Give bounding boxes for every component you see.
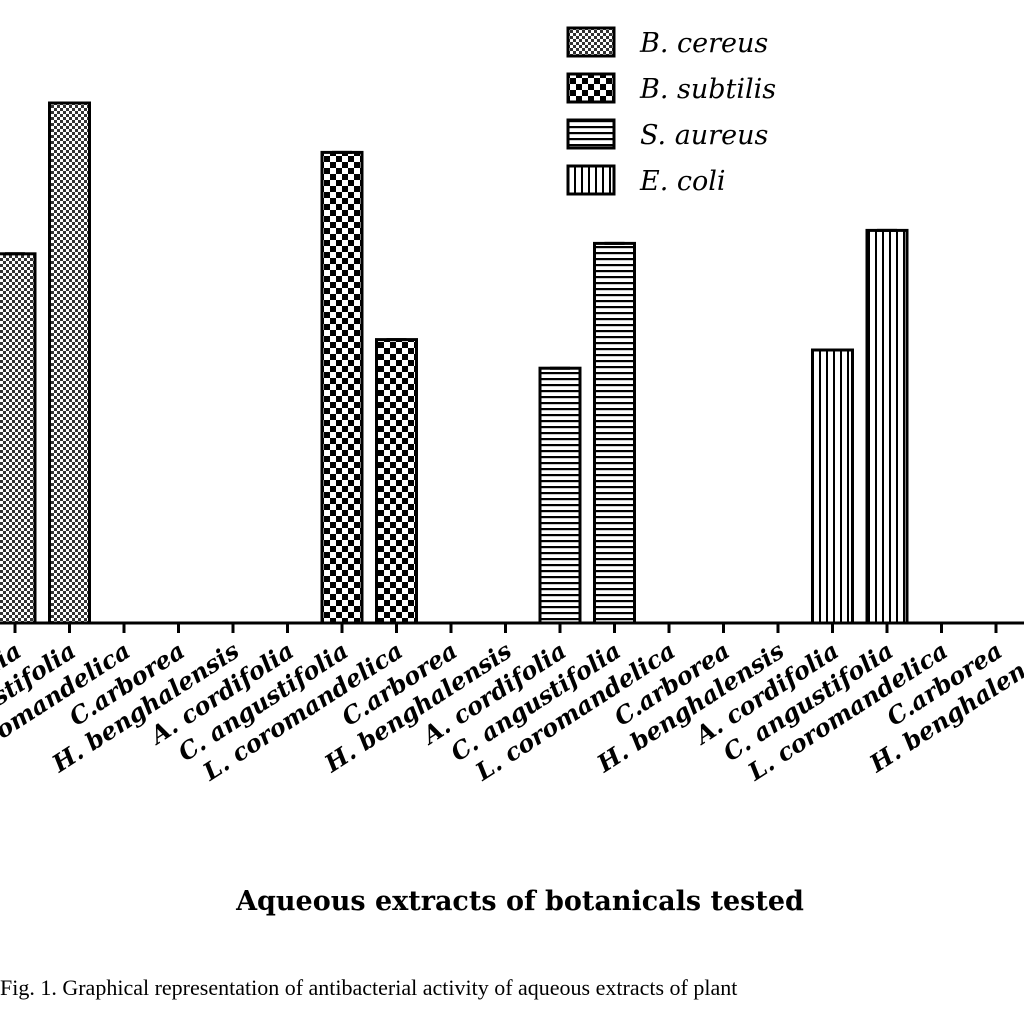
- legend-label: B. cereus: [639, 28, 768, 59]
- bar-vertical: [865, 228, 909, 625]
- legend-swatch: [566, 26, 616, 58]
- bar-horizontal: [593, 241, 636, 625]
- figure-caption: Fig. 1. Graphical representation of anti…: [0, 975, 738, 1000]
- legend-label: S. aureus: [640, 120, 768, 151]
- legend-swatch: [566, 72, 616, 104]
- bar-fine-check: [0, 252, 37, 625]
- x-ticks-layer: [13, 623, 998, 633]
- bar-horizontal: [538, 366, 582, 625]
- legend-swatch: [566, 164, 616, 196]
- bar-vertical: [811, 348, 854, 625]
- bar-checker: [320, 150, 364, 625]
- legend: B. cereus B. subtilis S. aureus E. coli: [566, 26, 776, 197]
- bar-checker: [375, 338, 418, 625]
- x-axis-label: Aqueous extracts of botanicals tested: [235, 886, 804, 917]
- bar-fine-check: [48, 101, 91, 625]
- legend-swatch: [566, 118, 616, 150]
- legend-label: E. coli: [639, 166, 726, 197]
- legend-label: B. subtilis: [639, 74, 776, 105]
- bars-layer: [0, 101, 909, 625]
